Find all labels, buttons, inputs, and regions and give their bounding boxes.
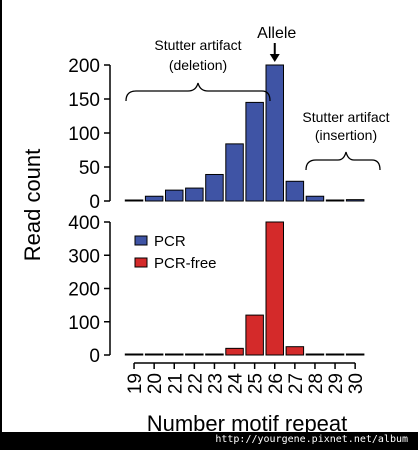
- bar-bottom-26: [265, 221, 284, 356]
- y-axis-title: Read count: [20, 149, 45, 262]
- x-tick-label: 27: [286, 373, 307, 394]
- legend-swatch-pcr: [134, 235, 148, 246]
- watermark-bar: http://yourgene.pixnet.net/album: [0, 432, 418, 450]
- x-tick-label: 26: [266, 373, 287, 394]
- x-tick-label: 19: [125, 373, 146, 394]
- bar-bottom-20: [144, 353, 164, 356]
- stutter-insertion-label-2: (insertion): [315, 127, 377, 143]
- bar-top-22: [185, 187, 204, 202]
- y-tick-label-top: 0: [89, 192, 100, 213]
- bar-bottom-19: [124, 353, 144, 356]
- bar-top-25: [245, 101, 264, 202]
- legend-label-pcr: PCR: [154, 233, 186, 250]
- y-tick-label-bottom: 0: [89, 346, 100, 367]
- legend-label-pcr-free: PCR-free: [154, 255, 217, 272]
- bar-top-19: [124, 199, 144, 202]
- stutter-deletion-brace: [125, 82, 271, 102]
- x-tick-label: 30: [346, 373, 367, 394]
- stutter-insertion-label-1: Stutter artifact: [302, 109, 389, 125]
- x-tick-label: 21: [165, 373, 186, 394]
- bar-bottom-30: [345, 353, 365, 356]
- y-tick-label-bottom: 100: [68, 313, 100, 334]
- bar-top-28: [305, 195, 325, 202]
- x-tick-label: 29: [326, 373, 347, 394]
- bar-top-21: [165, 189, 184, 202]
- stutter-insertion-brace: [305, 151, 381, 171]
- bar-top-26: [265, 64, 284, 202]
- bar-top-30: [345, 199, 365, 202]
- y-tick-label-top: 150: [68, 90, 100, 111]
- y-tick-label-top: 100: [68, 124, 100, 145]
- x-tick-label: 23: [205, 373, 226, 394]
- bar-bottom-28: [305, 353, 325, 356]
- bar-bottom-21: [165, 353, 184, 356]
- bar-bottom-24: [225, 347, 244, 356]
- watermark-text: http://yourgene.pixnet.net/album: [215, 434, 408, 445]
- y-tick-label-bottom: 400: [68, 213, 100, 234]
- y-tick-label-bottom: 300: [68, 246, 100, 267]
- x-tick-label: 25: [246, 373, 267, 394]
- bar-bottom-22: [185, 353, 204, 356]
- bar-top-24: [225, 143, 244, 202]
- y-tick-label-top: 200: [68, 56, 100, 77]
- y-tick-label-top: 50: [79, 158, 100, 179]
- stutter-deletion-label-1: Stutter artifact: [154, 37, 241, 53]
- y-tick-label-bottom: 200: [68, 280, 100, 301]
- x-tick-label: 22: [185, 373, 206, 394]
- bar-top-20: [144, 195, 164, 202]
- left-edge-strip: [0, 0, 2, 450]
- x-tick-label: 24: [226, 373, 247, 395]
- bar-top-23: [205, 173, 224, 202]
- x-tick-label: 28: [306, 373, 327, 394]
- x-tick-label: 20: [145, 373, 166, 394]
- bar-top-29: [325, 199, 345, 202]
- allele-label: Allele: [257, 25, 296, 42]
- bar-bottom-29: [325, 353, 345, 356]
- bar-bottom-27: [285, 346, 305, 356]
- bar-bottom-23: [205, 353, 224, 356]
- bar-bottom-25: [245, 314, 264, 356]
- allele-arrow-head: [269, 54, 280, 62]
- stutter-deletion-label-2: (deletion): [169, 57, 227, 73]
- bar-top-27: [285, 180, 305, 202]
- x-axis-title: Number motif repeat: [147, 411, 348, 436]
- legend-swatch-pcr-free: [134, 257, 148, 268]
